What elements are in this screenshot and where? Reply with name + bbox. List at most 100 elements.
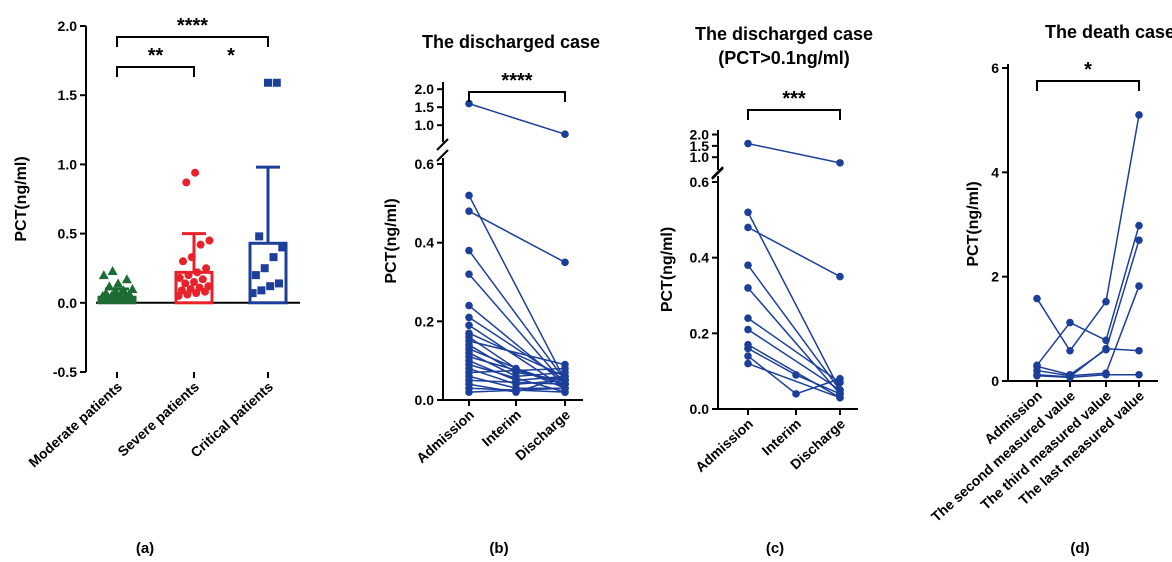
- c-series-line-4: [747, 287, 841, 395]
- b-point: [465, 207, 473, 215]
- d-point: [1135, 221, 1143, 230]
- c-sig-bracket: [747, 109, 841, 120]
- d-title: The death case: [1045, 22, 1172, 42]
- a-point: [205, 236, 214, 245]
- b-sig-bracket: [468, 91, 566, 102]
- a-sig-0-bracket: [116, 36, 269, 47]
- b-y-tick-label: 1.0: [415, 117, 435, 133]
- b-point: [561, 384, 569, 393]
- a-point: [179, 257, 187, 266]
- a-y-axis-title: PCT(ng/ml): [13, 156, 30, 241]
- c-y-axis-title: PCT(ng/ml): [659, 227, 676, 312]
- d-y-tick-label: 4: [991, 164, 999, 180]
- c-series-line-6: [747, 328, 841, 391]
- c-point: [744, 314, 752, 323]
- a-sig-2-label: *: [227, 45, 235, 67]
- a-x-tick-label: Moderate patients: [25, 378, 125, 470]
- b-x-tick-label: Interim: [479, 406, 524, 449]
- b-point: [465, 99, 473, 108]
- d-series-line-1: [1036, 225, 1140, 366]
- a-point: [257, 286, 266, 295]
- a-point: [191, 168, 200, 177]
- d-series-line-3: [1036, 285, 1140, 377]
- d-point: [1135, 282, 1143, 290]
- c-series-line-7: [747, 344, 841, 399]
- b-x-tick-label: Discharge: [512, 406, 573, 463]
- b-point: [465, 388, 473, 396]
- c-series-line-5: [747, 317, 841, 384]
- b-series-line-10: [468, 340, 566, 366]
- c-y-tick-label: 0.4: [690, 250, 710, 266]
- a-point: [195, 283, 204, 292]
- d-point: [1135, 370, 1143, 379]
- b-point: [465, 246, 473, 255]
- b-panel-label: (b): [489, 540, 508, 557]
- a-point: [175, 273, 184, 282]
- b-y-axis-title: PCT(ng/ml): [383, 198, 400, 283]
- a-point: [260, 264, 269, 273]
- c-point: [836, 393, 844, 402]
- b-series-line-2: [468, 210, 566, 263]
- d-series-line-4: [1036, 347, 1140, 378]
- a-point: [101, 288, 111, 298]
- c-point: [744, 139, 752, 148]
- a-point: [187, 253, 196, 262]
- b-point: [561, 258, 569, 267]
- a-point: [98, 270, 109, 280]
- c-point: [744, 261, 752, 270]
- a-point: [248, 289, 257, 298]
- a-point: [255, 232, 264, 241]
- c-y-tick-label: 2.0: [690, 127, 710, 143]
- b-y-tick-label: 0.2: [415, 313, 435, 329]
- a-point: [184, 271, 193, 280]
- a-point: [181, 279, 190, 288]
- c-point: [744, 359, 752, 368]
- d-point: [1135, 346, 1143, 355]
- c-panel-label: (c): [766, 540, 784, 557]
- d-sig-label: *: [1084, 59, 1092, 81]
- d-sig-bracket: [1036, 80, 1140, 91]
- c-series-line-3: [747, 264, 841, 391]
- d-point: [1066, 318, 1074, 327]
- a-y-tick-label: 1.5: [58, 87, 78, 103]
- a-point: [107, 265, 118, 275]
- c-point: [836, 272, 844, 281]
- b-y-tick-label: 2.0: [415, 81, 435, 97]
- a-point: [269, 253, 278, 262]
- b-series-line-3: [468, 250, 566, 381]
- b-y-tick-label: 0.6: [415, 156, 435, 172]
- b-point: [465, 313, 473, 322]
- a-point: [266, 282, 275, 291]
- a-point: [177, 286, 186, 295]
- a-point: [113, 278, 124, 288]
- a-point: [186, 284, 195, 293]
- c-point: [744, 344, 752, 353]
- a-point: [251, 271, 260, 280]
- d-y-tick-label: 2: [991, 269, 999, 285]
- d-y-axis-title: PCT(ng/ml): [965, 181, 982, 266]
- d-point: [1102, 344, 1110, 353]
- d-point: [1033, 294, 1041, 303]
- a-y-tick-label: 1.0: [58, 156, 78, 172]
- b-point: [561, 372, 569, 381]
- b-series-line-1: [468, 195, 566, 381]
- a-point: [193, 268, 202, 277]
- a-point: [121, 274, 132, 284]
- b-break-mark: [436, 138, 449, 151]
- c-point: [744, 223, 752, 232]
- b-series-line-18: [468, 367, 566, 374]
- b-series-line-5: [468, 305, 566, 385]
- a-point: [275, 279, 283, 288]
- c-series-line-1: [747, 211, 841, 391]
- b-x-tick-label: Admission: [413, 406, 477, 466]
- a-point: [118, 285, 129, 295]
- a-point: [198, 275, 207, 284]
- a-point: [204, 282, 213, 291]
- c-point: [744, 325, 752, 334]
- d-x-tick-label: The second measured value: [928, 387, 1078, 525]
- c-sig-label: ***: [782, 88, 806, 110]
- d-panel-label: (d): [1070, 540, 1089, 557]
- a-sig-0-label: ****: [177, 15, 208, 37]
- c-series-line-2: [747, 226, 841, 278]
